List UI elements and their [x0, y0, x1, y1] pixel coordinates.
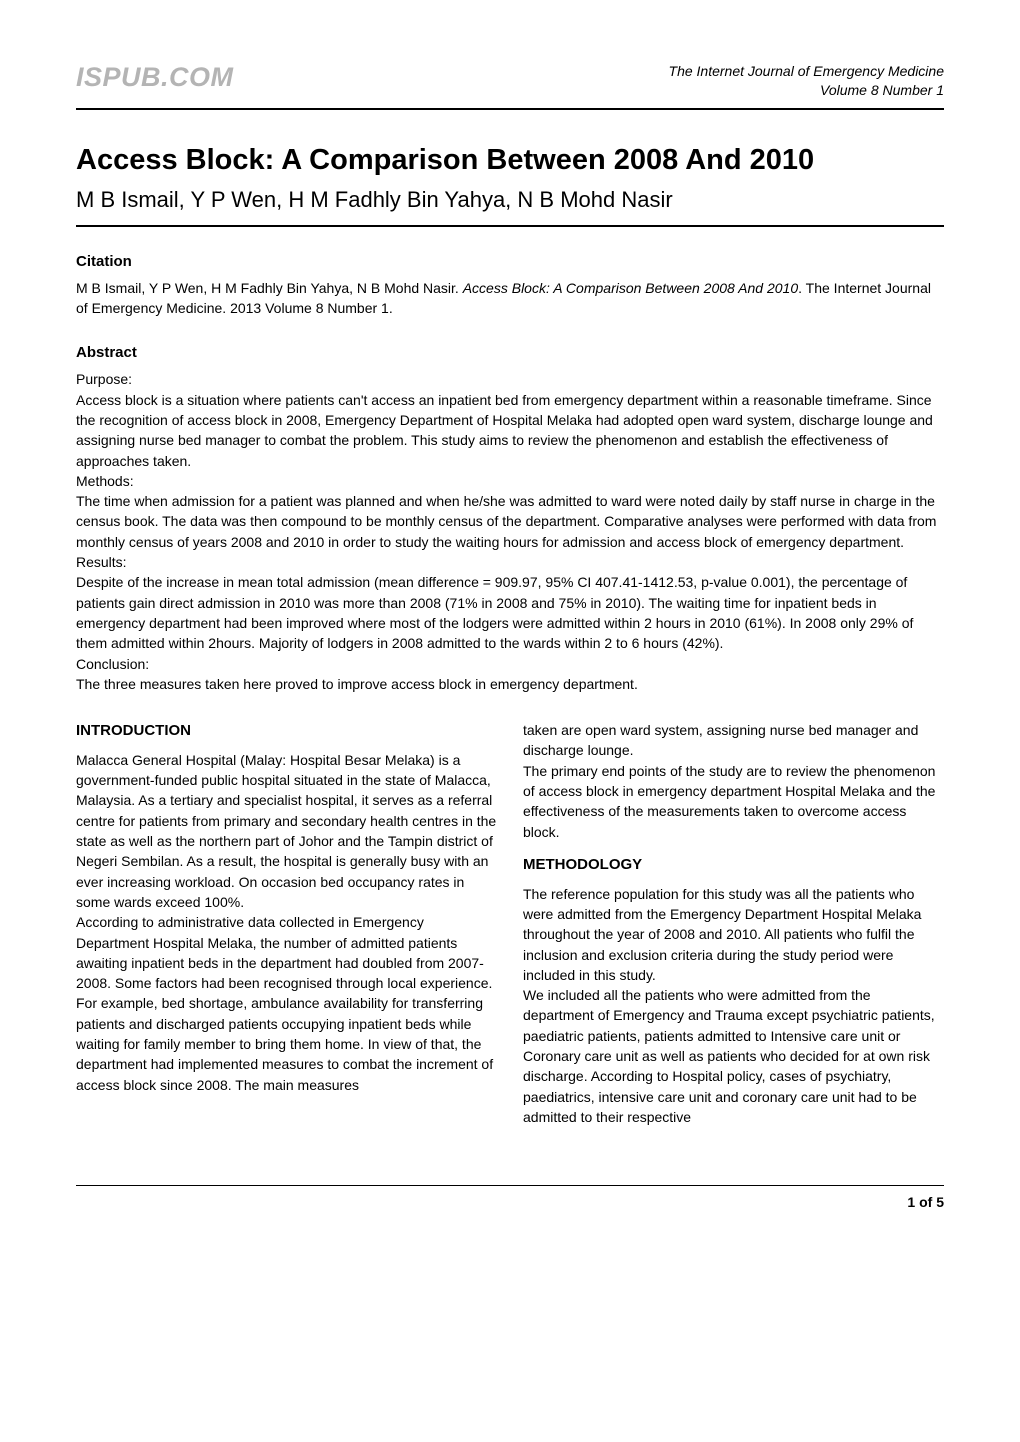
journal-volume-issue: Volume 8 Number 1: [669, 81, 944, 100]
left-column: INTRODUCTION Malacca General Hospital (M…: [76, 720, 497, 1127]
citation-section: Citation M B Ismail, Y P Wen, H M Fadhly…: [76, 253, 944, 319]
methodology-para: The reference population for this study …: [523, 884, 944, 985]
footer-divider: [76, 1185, 944, 1186]
abstract-para: The time when admission for a patient wa…: [76, 491, 944, 552]
citation-authors: M B Ismail, Y P Wen, H M Fadhly Bin Yahy…: [76, 280, 463, 296]
introduction-heading: INTRODUCTION: [76, 720, 497, 742]
abstract-para: Despite of the increase in mean total ad…: [76, 572, 944, 653]
introduction-para: Malacca General Hospital (Malay: Hospita…: [76, 750, 497, 912]
page-number: 1 of 5: [76, 1194, 944, 1210]
page-container: ISPUB.COM The Internet Journal of Emerge…: [0, 0, 1020, 1260]
author-list: M B Ismail, Y P Wen, H M Fadhly Bin Yahy…: [76, 187, 944, 213]
methodology-heading: METHODOLOGY: [523, 854, 944, 876]
citation-text: M B Ismail, Y P Wen, H M Fadhly Bin Yahy…: [76, 278, 944, 319]
right-column: taken are open ward system, assigning nu…: [523, 720, 944, 1127]
citation-paper-title: Access Block: A Comparison Between 2008 …: [463, 280, 798, 296]
citation-label: Citation: [76, 253, 944, 270]
abstract-para: The three measures taken here proved to …: [76, 674, 944, 694]
abstract-para: Results:: [76, 552, 944, 572]
journal-info-block: The Internet Journal of Emergency Medici…: [669, 62, 944, 100]
introduction-para-tail: taken are open ward system, assigning nu…: [523, 720, 944, 761]
abstract-body: Purpose: Access block is a situation whe…: [76, 369, 944, 694]
abstract-para: Methods:: [76, 471, 944, 491]
abstract-label: Abstract: [76, 344, 944, 361]
abstract-para: Purpose:: [76, 369, 944, 389]
title-divider: [76, 225, 944, 227]
journal-name: The Internet Journal of Emergency Medici…: [669, 62, 944, 81]
abstract-section: Abstract Purpose: Access block is a situ…: [76, 344, 944, 694]
site-name: ISPUB.COM: [76, 62, 234, 93]
introduction-para: According to administrative data collect…: [76, 912, 497, 1095]
methodology-para: We included all the patients who were ad…: [523, 985, 944, 1127]
page-header: ISPUB.COM The Internet Journal of Emerge…: [76, 62, 944, 110]
two-column-body: INTRODUCTION Malacca General Hospital (M…: [76, 720, 944, 1127]
abstract-para: Access block is a situation where patien…: [76, 390, 944, 471]
abstract-para: Conclusion:: [76, 654, 944, 674]
introduction-para-tail: The primary end points of the study are …: [523, 761, 944, 842]
paper-title: Access Block: A Comparison Between 2008 …: [76, 144, 944, 177]
